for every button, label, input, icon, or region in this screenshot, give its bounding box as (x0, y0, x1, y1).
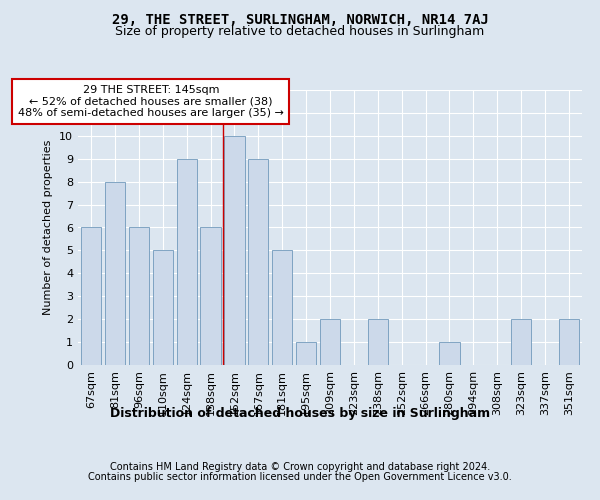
Bar (368, 319, 388, 365)
Bar (296, 342, 316, 365)
Text: Distribution of detached houses by size in Surlingham: Distribution of detached houses by size … (110, 408, 490, 420)
Bar (152, 250, 173, 365)
Bar (105, 182, 125, 365)
Bar (248, 158, 268, 365)
Y-axis label: Number of detached properties: Number of detached properties (43, 140, 53, 315)
Bar (511, 319, 531, 365)
Text: 29, THE STREET, SURLINGHAM, NORWICH, NR14 7AJ: 29, THE STREET, SURLINGHAM, NORWICH, NR1… (112, 12, 488, 26)
Bar (81, 228, 101, 365)
Bar (129, 228, 149, 365)
Bar (559, 319, 579, 365)
Text: Size of property relative to detached houses in Surlingham: Size of property relative to detached ho… (115, 25, 485, 38)
Text: Contains public sector information licensed under the Open Government Licence v3: Contains public sector information licen… (88, 472, 512, 482)
Bar (224, 136, 245, 365)
Bar (200, 228, 221, 365)
Text: 29 THE STREET: 145sqm
← 52% of detached houses are smaller (38)
48% of semi-deta: 29 THE STREET: 145sqm ← 52% of detached … (18, 85, 284, 118)
Bar (320, 319, 340, 365)
Bar (176, 158, 197, 365)
Bar (439, 342, 460, 365)
Text: Contains HM Land Registry data © Crown copyright and database right 2024.: Contains HM Land Registry data © Crown c… (110, 462, 490, 472)
Bar (272, 250, 292, 365)
